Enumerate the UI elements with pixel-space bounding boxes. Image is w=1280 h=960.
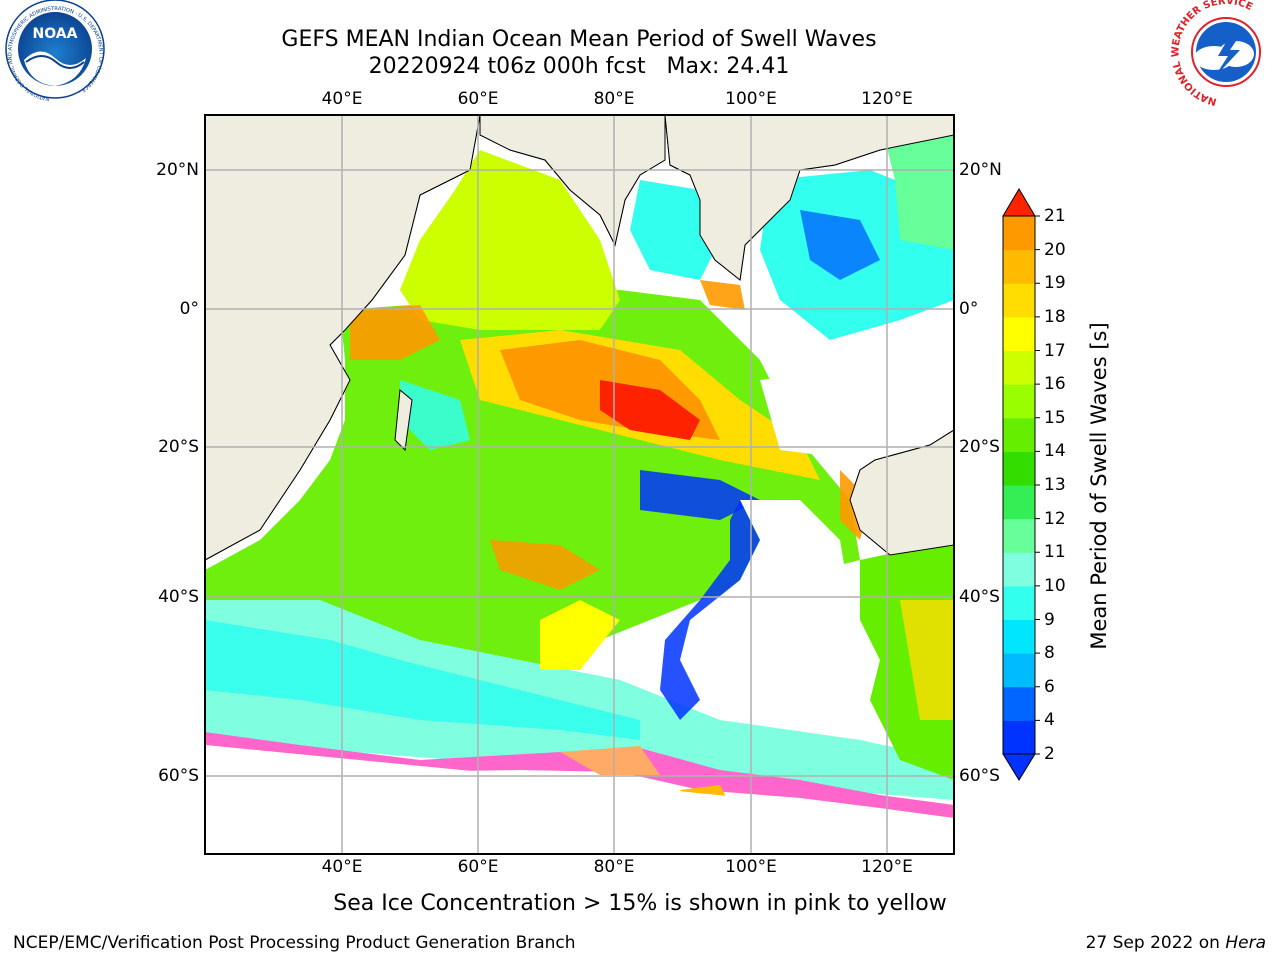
footer-credit: NCEP/EMC/Verification Post Processing Pr…: [13, 933, 576, 953]
lat-label-left: 60°S: [158, 766, 199, 786]
map-gridlines: [205, 115, 954, 854]
lon-label-top: 120°E: [861, 89, 913, 109]
lon-label-top: 40°E: [321, 89, 363, 109]
lat-label-right: 0°: [959, 299, 979, 319]
colorbar-swatch: [1003, 518, 1035, 553]
nws-logo: NATIONAL WEATHER SERVICE: [1170, 0, 1274, 107]
lat-label-left: 20°S: [158, 437, 199, 457]
lon-label-bottom: 120°E: [861, 857, 913, 877]
colorbar-title: Mean Period of Swell Waves [s]: [1087, 322, 1111, 650]
colorbar-swatch: [1003, 619, 1035, 654]
colorbar-tick-label: 15: [1044, 407, 1066, 428]
colorbar-swatch: [1003, 384, 1035, 419]
land-madagascar: [394, 389, 413, 452]
map-panel: [205, 115, 954, 854]
lon-label-bottom: 40°E: [321, 857, 363, 877]
colorbar-swatch: [1003, 653, 1035, 688]
colorbar-swatch: [1003, 686, 1035, 721]
lat-label-left: 0°: [179, 299, 199, 319]
colorbar-swatch: [1003, 283, 1035, 318]
map-subtitle: 20220924 t06z 000h fcst Max: 24.41: [368, 54, 790, 79]
colorbar-tick-label: 4: [1044, 710, 1055, 731]
colorbar-tick-label: 20: [1044, 239, 1066, 260]
lon-label-top: 80°E: [593, 89, 635, 109]
colorbar-swatch: [1003, 552, 1035, 587]
colorbar-swatch: [1003, 417, 1035, 452]
colorbar-tick-label: 9: [1044, 609, 1055, 630]
colorbar-swatch: [1003, 485, 1035, 520]
colorbar-tick-label: 17: [1044, 340, 1066, 361]
footer-machine: Hera: [1225, 933, 1266, 953]
colorbar-swatch: [1003, 451, 1035, 486]
colorbar-swatch: [1003, 249, 1035, 284]
colorbar-swatches: [1003, 216, 1035, 755]
colorbar-swatch: [1003, 720, 1035, 755]
lat-label-right: 20°N: [959, 160, 1002, 180]
lon-label-bottom: 80°E: [593, 857, 635, 877]
colorbar-top-arrow: [1002, 188, 1036, 217]
lat-label-right: 40°S: [959, 587, 1000, 607]
colorbar-swatch: [1003, 316, 1035, 351]
colorbar-tick-label: 13: [1044, 475, 1066, 495]
lat-label-right: 60°S: [959, 766, 1000, 786]
colorbar-tick-label: 11: [1044, 542, 1066, 563]
colorbar-swatch: [1003, 585, 1035, 620]
lat-label-left: 40°S: [158, 587, 199, 607]
footer-date: 27 Sep 2022 on Hera: [1086, 933, 1266, 953]
noaa-logo-text: NOAA: [33, 26, 78, 42]
lat-label-right: 20°S: [959, 437, 1000, 457]
colorbar-tick-label: 16: [1044, 374, 1066, 395]
colorbar-swatch: [1003, 350, 1035, 385]
colorbar-bottom-arrow: [1002, 753, 1036, 781]
lon-label-bottom: 60°E: [457, 857, 499, 877]
colorbar-tick-marks: [1035, 215, 1040, 755]
colorbar-tick-label: 2: [1044, 744, 1055, 764]
lon-label-top: 100°E: [725, 89, 777, 109]
colorbar-tick-label: 10: [1044, 575, 1066, 596]
map-title: GEFS MEAN Indian Ocean Mean Period of Sw…: [281, 27, 877, 52]
footer-date-text: 27 Sep 2022 on: [1085, 933, 1226, 953]
lat-label-left: 20°N: [156, 160, 199, 180]
colorbar-tick-label: 6: [1044, 676, 1055, 697]
colorbar-tick-label: 8: [1044, 643, 1055, 664]
colorbar-tick-label: 18: [1044, 306, 1066, 327]
colorbar-tick-label: 21: [1044, 206, 1066, 226]
noaa-logo: NATIONAL OCEANIC AND ATMOSPHERIC ADMINIS…: [5, 0, 105, 102]
colorbar: [1002, 188, 1040, 781]
colorbar-tick-label: 14: [1044, 441, 1066, 462]
colorbar-swatch: [1003, 216, 1035, 251]
map-frame: [204, 114, 955, 855]
colorbar-tick-label: 12: [1044, 508, 1066, 529]
lon-label-top: 60°E: [457, 89, 499, 109]
sea-ice-caption: Sea Ice Concentration > 15% is shown in …: [333, 891, 947, 916]
lon-label-bottom: 100°E: [725, 857, 777, 877]
colorbar-tick-label: 19: [1044, 273, 1066, 294]
